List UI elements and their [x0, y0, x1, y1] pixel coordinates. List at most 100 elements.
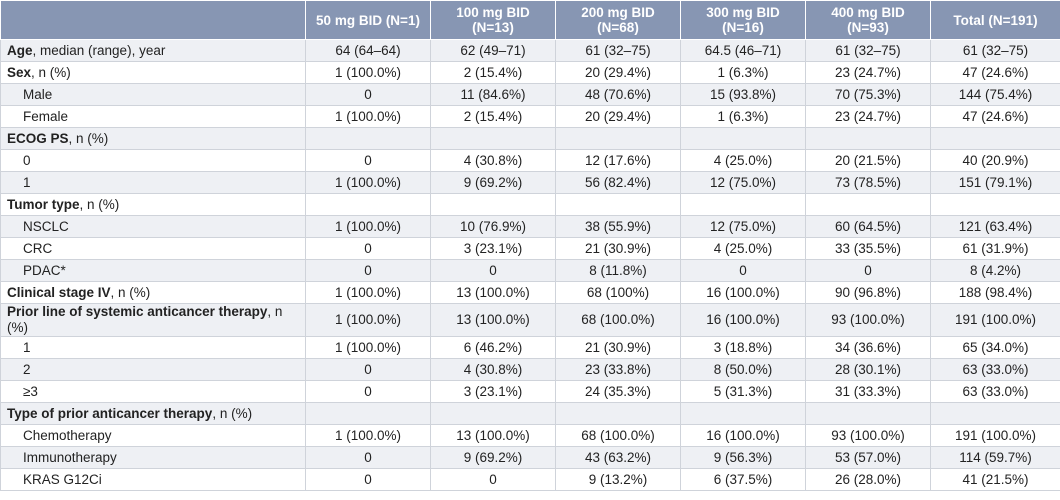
- table-cell: 31 (33.3%): [805, 380, 931, 403]
- table-cell: 4 (25.0%): [680, 237, 806, 260]
- table-cell: 48 (70.6%): [555, 83, 681, 106]
- label-bold: Sex: [7, 64, 32, 80]
- table-cell: 38 (55.9%): [555, 215, 681, 238]
- label-text: Female: [23, 108, 69, 124]
- table-cell: 0: [430, 259, 556, 282]
- table-cell: 64.5 (46–71): [680, 39, 806, 62]
- table-cell: 16 (100.0%): [680, 424, 806, 447]
- table-cell: 23 (33.8%): [555, 358, 681, 381]
- row-label: NSCLC: [0, 215, 306, 238]
- label-detail: , n (%): [7, 304, 283, 335]
- table-cell: 12 (75.0%): [680, 171, 806, 194]
- label-text: 2: [23, 361, 31, 377]
- label-bold: ECOG PS: [7, 130, 69, 146]
- table-cell: 0: [305, 259, 431, 282]
- table-row: Prior line of systemic anticancer therap…: [0, 303, 1060, 337]
- label-bold: Tumor type: [7, 196, 80, 212]
- table-cell: 4 (30.8%): [430, 358, 556, 381]
- column-header: Total (N=191): [930, 0, 1060, 40]
- table-cell: 0: [805, 259, 931, 282]
- empty-cell: [805, 193, 931, 216]
- table-cell: 16 (100.0%): [680, 303, 806, 337]
- table-cell: 61 (32–75): [805, 39, 931, 62]
- row-label: Sex, n (%): [0, 61, 306, 84]
- table-cell: 68 (100%): [555, 281, 681, 304]
- empty-cell: [805, 127, 931, 150]
- table-cell: 26 (28.0%): [805, 468, 931, 491]
- table-row: Immunotherapy 0 9 (69.2%) 43 (63.2%) 9 (56.3…: [0, 446, 1060, 469]
- table-cell: 1 (100.0%): [305, 336, 431, 359]
- column-header: 300 mg BID (N=16): [680, 0, 806, 40]
- row-label: Clinical stage IV, n (%): [0, 281, 306, 304]
- empty-cell: [930, 402, 1060, 425]
- table-cell: 21 (30.9%): [555, 336, 681, 359]
- table-cell: 34 (36.6%): [805, 336, 931, 359]
- table-cell: 12 (75.0%): [680, 215, 806, 238]
- table-cell: 3 (23.1%): [430, 237, 556, 260]
- row-label: 0: [0, 149, 306, 172]
- empty-cell: [305, 402, 431, 425]
- table-cell: 8 (50.0%): [680, 358, 806, 381]
- table-cell: 0: [430, 468, 556, 491]
- table-cell: 43 (63.2%): [555, 446, 681, 469]
- table-row: ECOG PS, n (%): [0, 127, 1060, 150]
- empty-cell: [430, 402, 556, 425]
- table-row: Tumor type, n (%): [0, 193, 1060, 216]
- table-cell: 9 (69.2%): [430, 171, 556, 194]
- label-text: Male: [23, 86, 53, 102]
- label-text: PDAC*: [23, 262, 66, 278]
- table-row: Female 1 (100.0%) 2 (15.4%) 20 (29.4%) 1 (6.…: [0, 105, 1060, 128]
- table-cell: 62 (49–71): [430, 39, 556, 62]
- table-cell: 3 (23.1%): [430, 380, 556, 403]
- table-cell: 73 (78.5%): [805, 171, 931, 194]
- table-cell: 0: [305, 380, 431, 403]
- table-cell: 0: [305, 83, 431, 106]
- table-cell: 9 (56.3%): [680, 446, 806, 469]
- table-cell: 1 (100.0%): [305, 171, 431, 194]
- row-label: Tumor type, n (%): [0, 193, 306, 216]
- table-cell: 41 (21.5%): [930, 468, 1060, 491]
- table-cell: 1 (100.0%): [305, 303, 431, 337]
- label-text: KRAS G12Ci: [23, 471, 102, 487]
- table-row: CRC 0 3 (23.1%) 21 (30.9%) 4 (25.0%) 33 (35.5…: [0, 237, 1060, 260]
- table-cell: 6 (37.5%): [680, 468, 806, 491]
- table-row: 1 1 (100.0%) 6 (46.2%) 21 (30.9%) 3 (18.8%) 3…: [0, 336, 1060, 359]
- table-row: NSCLC 1 (100.0%) 10 (76.9%) 38 (55.9%) 12 (7…: [0, 215, 1060, 238]
- table-cell: 9 (13.2%): [555, 468, 681, 491]
- empty-cell: [430, 193, 556, 216]
- empty-cell: [930, 193, 1060, 216]
- table-cell: 70 (75.3%): [805, 83, 931, 106]
- table-cell: 1 (100.0%): [305, 215, 431, 238]
- label-detail: , n (%): [110, 284, 151, 300]
- table-cell: 11 (84.6%): [430, 83, 556, 106]
- label-bold: Prior line of systemic anticancer therap…: [7, 304, 268, 319]
- table-cell: 68 (100.0%): [555, 303, 681, 337]
- table-cell: 20 (29.4%): [555, 61, 681, 84]
- table-cell: 60 (64.5%): [805, 215, 931, 238]
- row-label: ECOG PS, n (%): [0, 127, 306, 150]
- table-cell: 61 (32–75): [555, 39, 681, 62]
- label-text: Chemotherapy: [23, 427, 112, 443]
- table-cell: 0: [305, 358, 431, 381]
- label-text: CRC: [23, 240, 53, 256]
- table-cell: 93 (100.0%): [805, 424, 931, 447]
- table-cell: 4 (25.0%): [680, 149, 806, 172]
- table-cell: 24 (35.3%): [555, 380, 681, 403]
- empty-cell: [680, 402, 806, 425]
- table-cell: 191 (100.0%): [930, 303, 1060, 337]
- table-cell: 93 (100.0%): [805, 303, 931, 337]
- table-cell: 61 (31.9%): [930, 237, 1060, 260]
- row-label: Male: [0, 83, 306, 106]
- table-cell: 114 (59.7%): [930, 446, 1060, 469]
- table-cell: 4 (30.8%): [430, 149, 556, 172]
- column-header: 50 mg BID (N=1): [305, 0, 431, 40]
- table-cell: 64 (64–64): [305, 39, 431, 62]
- row-label: Prior line of systemic anticancer therap…: [0, 303, 306, 337]
- table-cell: 21 (30.9%): [555, 237, 681, 260]
- table-cell: 33 (35.5%): [805, 237, 931, 260]
- table-cell: 3 (18.8%): [680, 336, 806, 359]
- label-bold: Type of prior anticancer therapy: [7, 405, 213, 421]
- label-text: Immunotherapy: [23, 449, 117, 465]
- empty-cell: [305, 193, 431, 216]
